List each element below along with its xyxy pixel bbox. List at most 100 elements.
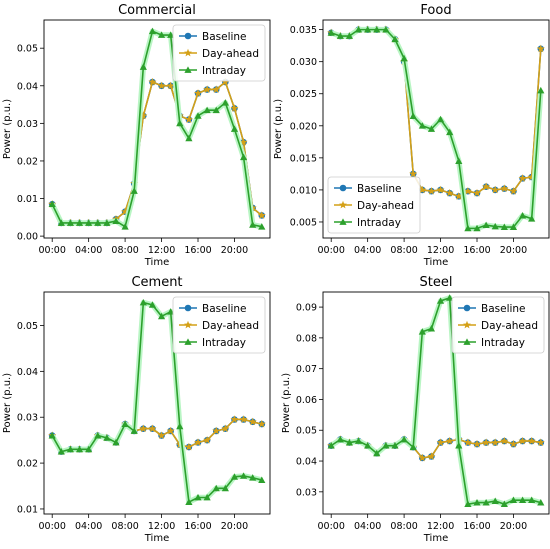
legend-marker xyxy=(184,320,192,329)
y-tick-label: 0.01 xyxy=(17,194,38,205)
data-point xyxy=(509,496,518,504)
data-point xyxy=(257,419,266,428)
data-point xyxy=(373,449,381,457)
chart-panel-food: Food 00:00 04:00 08:00 12:00 16:00 20:00 0.005 0… xyxy=(273,3,550,268)
data-point xyxy=(509,439,518,448)
legend-label: Day-ahead xyxy=(481,320,538,332)
data-point xyxy=(239,472,248,479)
legend-label: Intraday xyxy=(357,217,401,229)
legend-label: Day-ahead xyxy=(357,200,414,212)
data-point xyxy=(57,219,65,226)
data-point xyxy=(194,89,202,97)
legend-label: Day-ahead xyxy=(202,48,259,60)
x-axis-label: Time xyxy=(423,257,448,268)
legend-marker xyxy=(184,304,192,312)
data-point xyxy=(491,438,500,446)
data-point xyxy=(354,26,363,33)
legend-box xyxy=(172,296,266,354)
x-tick-label: 16:00 xyxy=(463,245,490,256)
data-point xyxy=(454,192,463,200)
data-point xyxy=(230,104,239,112)
data-point xyxy=(230,415,239,423)
data-point xyxy=(230,473,239,480)
legend-box xyxy=(327,176,421,234)
data-point xyxy=(85,445,93,453)
legend: Baseline Day-ahead Intraday xyxy=(172,24,266,82)
y-axis-label: Power (p.u.) xyxy=(2,99,13,159)
data-point xyxy=(373,26,381,33)
data-point xyxy=(464,224,472,232)
data-point xyxy=(221,484,229,492)
data-point xyxy=(409,169,418,178)
y-tick-label: 0.07 xyxy=(296,364,317,375)
data-point xyxy=(436,115,445,123)
legend-label: Intraday xyxy=(202,337,246,349)
x-tick-label: 08:00 xyxy=(390,521,417,532)
chart-title: Steel xyxy=(420,275,453,290)
data-point xyxy=(167,31,175,38)
y-tick-label: 0.05 xyxy=(296,426,317,437)
data-point xyxy=(66,445,75,453)
y-tick-label: 0.08 xyxy=(296,333,317,344)
data-point xyxy=(185,134,193,142)
data-point xyxy=(112,438,120,446)
x-axis-label: Time xyxy=(423,533,448,544)
data-point xyxy=(364,26,372,33)
chart-panel-commercial: Commercial 00:00 04:00 08:00 12:00 16:00 20:00… xyxy=(2,3,271,268)
data-point xyxy=(139,298,147,306)
data-point xyxy=(491,185,500,194)
chart-panel-steel: Steel 00:00 04:00 08:00 12:00 16:00 20:00 0.03 0… xyxy=(281,275,550,544)
legend-marker xyxy=(184,338,192,345)
data-point xyxy=(85,219,93,226)
data-point xyxy=(464,500,472,508)
y-tick-label: 0.00 xyxy=(17,232,38,243)
data-point xyxy=(400,435,408,443)
x-axis-label: Time xyxy=(144,257,169,268)
y-tick-label: 0.020 xyxy=(290,121,317,132)
data-point xyxy=(463,186,472,195)
data-point xyxy=(418,328,426,335)
data-point xyxy=(518,496,527,504)
y-tick-label: 0.06 xyxy=(296,395,317,406)
data-point xyxy=(527,436,536,445)
y-tick-label: 0.02 xyxy=(17,459,38,470)
data-point xyxy=(221,424,230,433)
y-tick-label: 0.05 xyxy=(17,44,38,55)
legend-marker xyxy=(339,200,347,209)
y-tick-label: 0.035 xyxy=(290,25,317,36)
data-point xyxy=(121,207,130,216)
x-tick-label: 12:00 xyxy=(427,245,454,256)
data-point xyxy=(354,437,363,444)
legend: Baseline Day-ahead Intraday xyxy=(327,176,421,234)
legend-label: Day-ahead xyxy=(202,320,259,332)
legend-marker xyxy=(463,304,471,312)
data-point xyxy=(436,297,445,304)
data-point xyxy=(166,81,175,90)
series-day-ahead xyxy=(327,25,545,200)
data-point xyxy=(436,185,445,194)
legend-marker xyxy=(184,32,192,40)
data-point xyxy=(230,125,239,132)
axes-frame xyxy=(322,19,550,239)
legend: Baseline Day-ahead Intraday xyxy=(451,296,545,354)
x-tick-label: 08:00 xyxy=(111,245,138,256)
data-point xyxy=(130,187,138,194)
legend-label: Intraday xyxy=(202,65,246,77)
data-point xyxy=(157,81,166,90)
series-baseline xyxy=(327,26,545,200)
data-point xyxy=(482,182,491,191)
y-tick-label: 0.03 xyxy=(296,487,317,498)
data-point xyxy=(409,443,417,451)
axes-frame xyxy=(43,291,271,515)
data-point xyxy=(446,294,454,301)
y-tick-label: 0.01 xyxy=(17,504,38,515)
data-point xyxy=(203,85,212,93)
series-intraday xyxy=(48,27,266,230)
x-tick-label: 00:00 xyxy=(318,245,345,256)
data-point xyxy=(157,431,166,439)
x-tick-label: 08:00 xyxy=(111,521,138,532)
data-point xyxy=(148,77,157,86)
series-intraday xyxy=(327,294,545,508)
legend-marker xyxy=(184,48,192,57)
x-tick-label: 12:00 xyxy=(427,521,454,532)
